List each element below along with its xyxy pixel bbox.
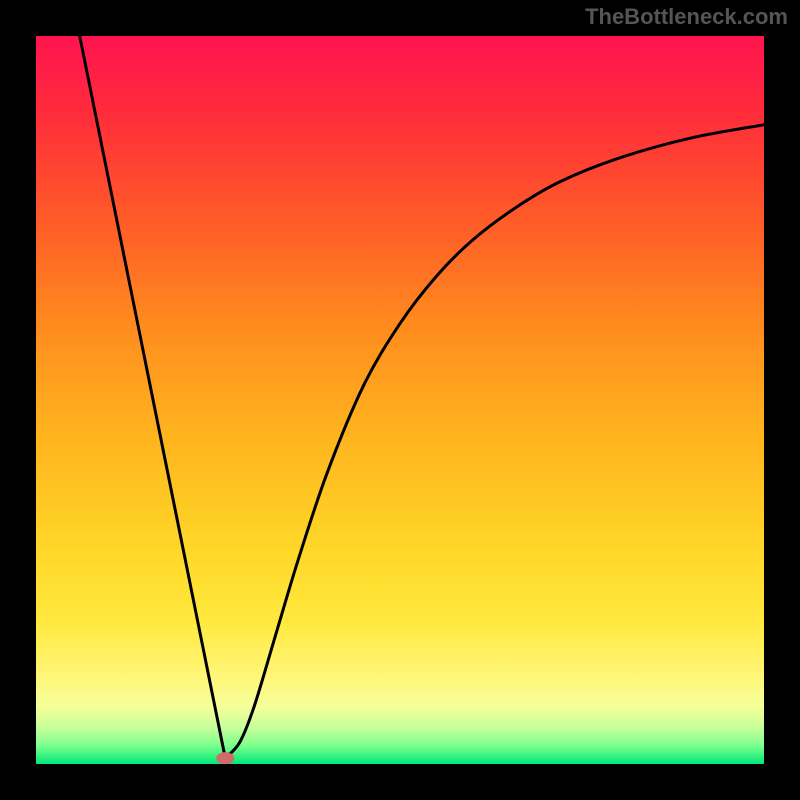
watermark-text: TheBottleneck.com [585, 4, 788, 30]
minimum-marker [216, 752, 234, 764]
bottleneck-chart-svg [0, 0, 800, 800]
chart-container: TheBottleneck.com [0, 0, 800, 800]
plot-background [36, 36, 764, 764]
